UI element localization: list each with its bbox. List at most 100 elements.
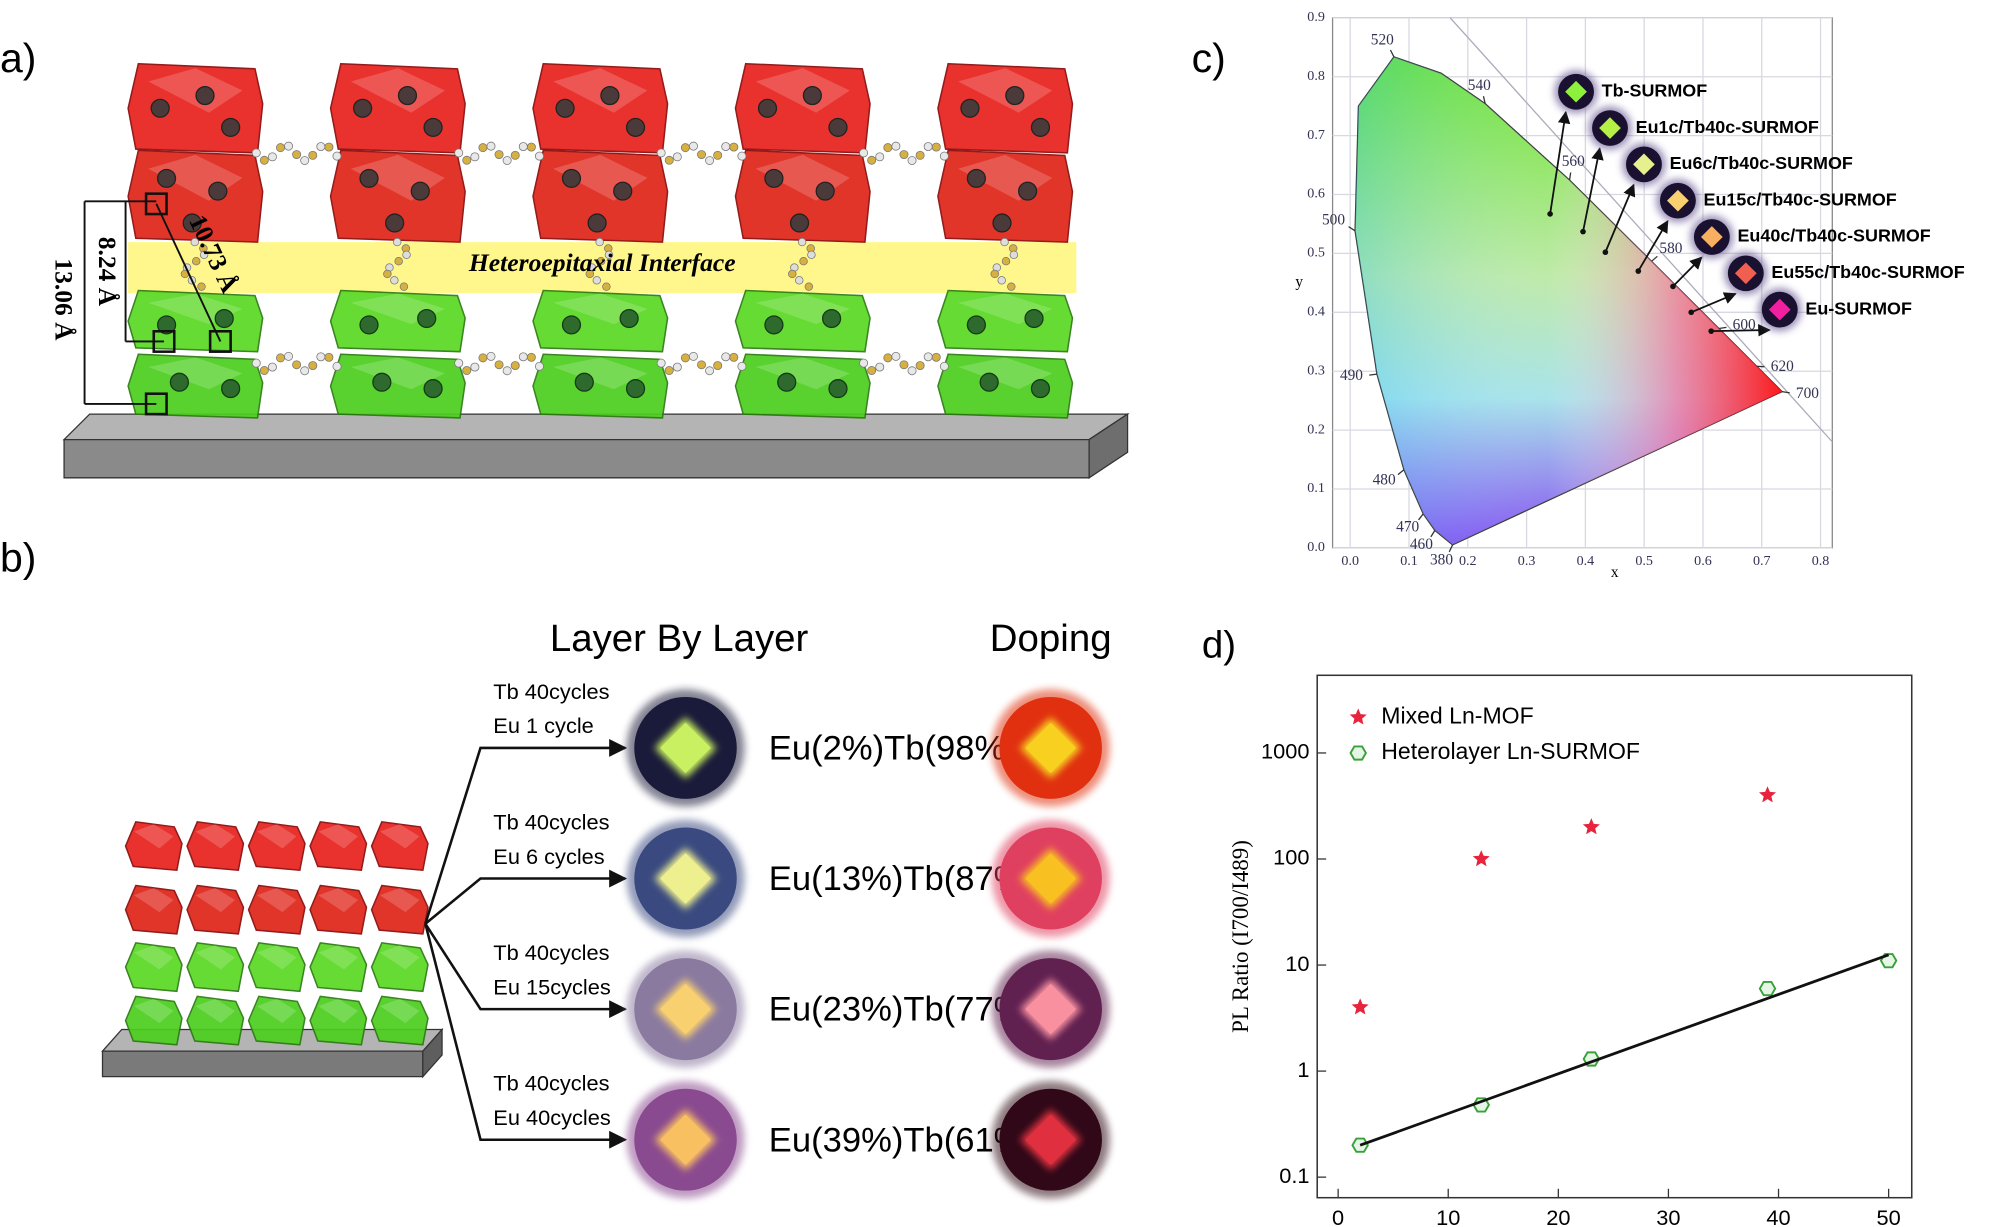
x-tick-label: 30 [1656,1205,1680,1227]
linker-atom [680,143,690,153]
linker-atom [939,151,949,161]
linker-atom [1000,237,1009,247]
column-header: Layer By Layer [550,617,809,660]
diagonal-line [1449,17,1833,443]
atom-marker [208,330,232,353]
sample-label: Eu-SURMOF [1805,298,1912,318]
framework-block [309,942,368,993]
linker-atom [462,155,472,165]
star-marker [1349,708,1367,725]
linker-atom [494,360,504,370]
x-tick-label: 40 [1766,1205,1790,1227]
linker-atom [672,152,682,162]
x-tick-label: 20 [1546,1205,1570,1227]
hexagon-marker [1351,1137,1369,1153]
step-label: Tb 40cycles [493,940,609,965]
metal-atom [828,117,848,137]
linker-atom [867,366,877,375]
wavelength-tick [1397,469,1405,476]
metal-atom [789,213,810,233]
linker-atom [592,276,602,285]
framework-facet [350,357,445,390]
framework-block [370,884,429,935]
linker-atom [292,360,302,370]
linker-atom [1001,256,1011,266]
atom-marker [144,192,168,216]
legend-label: Mixed Ln-MOF [1381,702,1533,728]
linker-atom [275,143,285,153]
linker-atom [284,351,294,361]
substrate-front [101,1050,424,1078]
y-axis-label: PL Ratio (I700/I489) [1228,840,1253,1033]
linker-atom [502,156,512,165]
linker-atom [680,353,690,363]
x-tick-label: 0.1 [1400,553,1418,569]
metal-atom [410,181,430,201]
framework-block [124,942,183,993]
framework-facet [134,887,174,913]
framework-facet [134,824,174,849]
wavelength-label: 480 [1373,472,1396,489]
linker-atom [292,150,302,160]
substrate-side [422,1027,443,1079]
sample-label: Eu55c/Tb40c-SURMOF [1771,262,1964,282]
linker-atom [875,152,885,162]
wavelength-tick [1348,226,1356,232]
linker-atom [915,361,925,371]
shift-arrow [1582,147,1604,232]
framework-block [734,289,871,353]
legend-label: Heterolayer Ln-SURMOF [1381,738,1640,764]
branch-arrow [424,739,628,925]
y-tick-label: 0.1 [1307,480,1325,496]
fit-line [1359,953,1890,1147]
linker-atom [486,351,496,361]
dimension-line [155,203,222,342]
linker-atom [251,148,261,158]
substrate-front [63,438,1090,479]
linker-atom [737,151,747,161]
metal-atom [561,315,582,335]
panel-a [62,62,1130,479]
chromaticity-point [1635,268,1642,274]
y-tick-label: 0.7 [1307,127,1325,143]
metal-atom [613,181,633,201]
x-tick-label: 0.5 [1635,553,1653,569]
x-tick-label: 0.8 [1812,553,1830,569]
metal-atom [150,98,170,118]
linker-atom [596,256,606,266]
spectral-locus-tint [1355,56,1783,545]
linker-atom [713,361,723,371]
framework-facet [134,998,174,1024]
linker-atom [534,361,544,371]
linker-atom [390,276,399,285]
composition-label: Eu(13%)Tb(87%) [769,860,1036,898]
framework-block [370,820,429,872]
x-tick-label: 50 [1877,1205,1901,1227]
y-tick-label: 0.5 [1307,245,1325,261]
linker-atom [1009,250,1019,260]
linker-atom [1007,282,1016,291]
metal-atom [764,168,784,188]
framework-facet [257,998,297,1024]
shift-arrow [1637,219,1669,272]
metal-atom [423,379,443,399]
framework-facet [134,945,174,970]
framework-facet [195,998,235,1024]
sample-film [1025,853,1077,904]
metal-atom [423,117,443,137]
framework-block [124,884,183,935]
framework-block [370,942,429,993]
linker-atom [795,276,804,285]
linker-atom [494,150,504,160]
interface-band [128,242,1077,294]
shift-arrow [1604,183,1636,253]
sample-film [1025,983,1077,1035]
metal-atom [574,372,594,392]
y-tick-label: 0.4 [1307,304,1325,320]
metal-atom [1030,117,1051,137]
wavelength-tick [1482,96,1486,104]
framework-facet [380,945,420,970]
framework-facet [148,357,243,390]
substrate-side [1088,412,1129,479]
wavelength-tick [1782,391,1790,394]
